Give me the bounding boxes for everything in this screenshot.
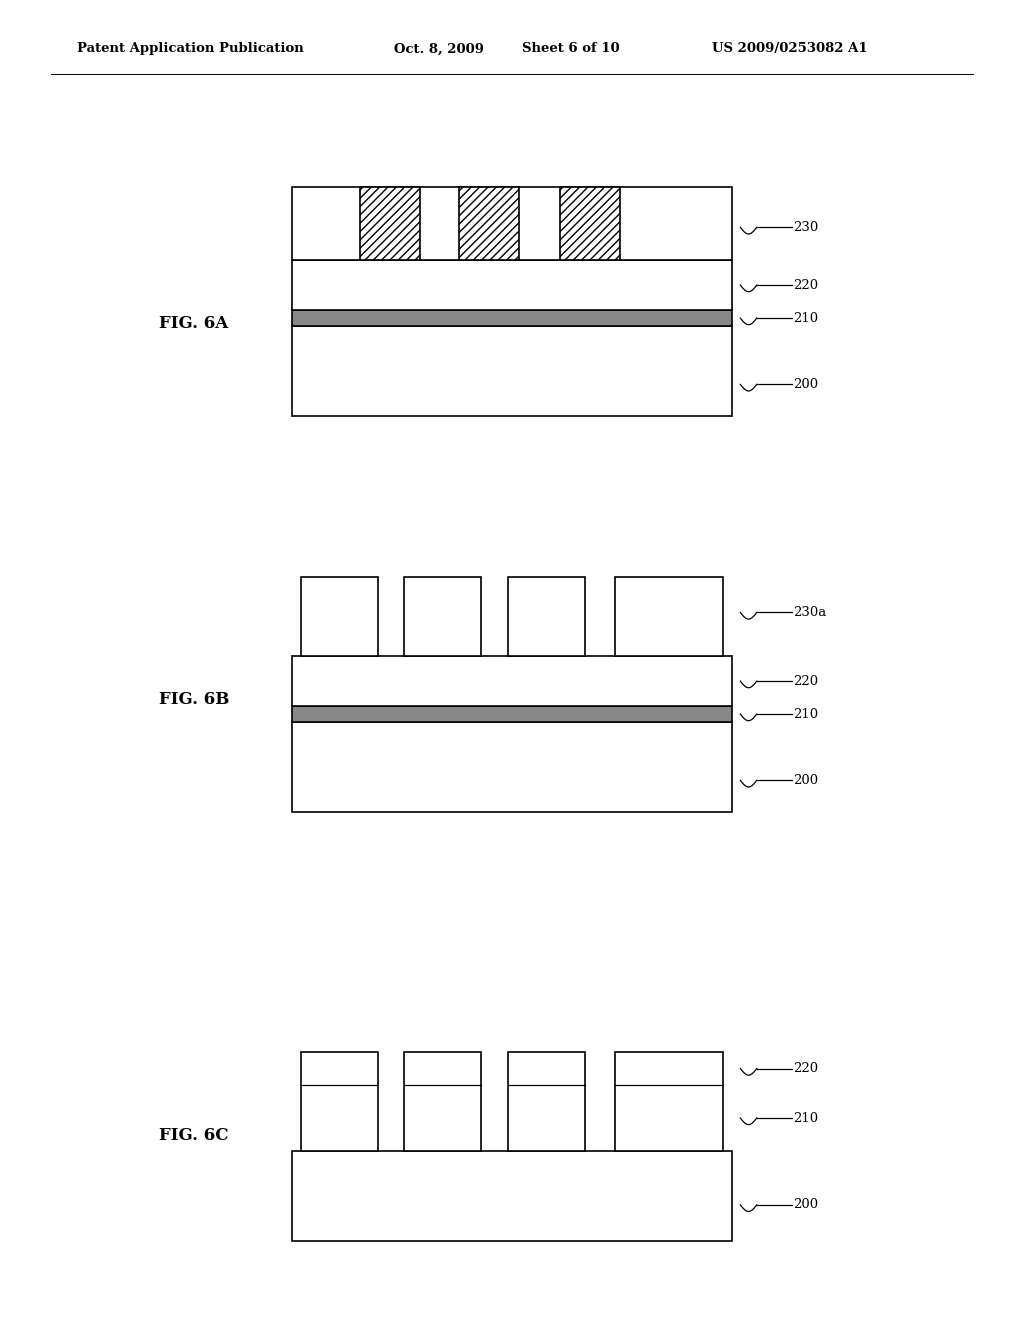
Text: Sheet 6 of 10: Sheet 6 of 10 [522, 42, 620, 55]
Text: 210: 210 [794, 708, 819, 721]
Bar [560, 187, 620, 260]
Text: 210: 210 [794, 312, 819, 325]
Bar [615, 1052, 723, 1151]
Bar [508, 1052, 585, 1151]
Text: 200: 200 [794, 1199, 819, 1212]
Text: 210: 210 [794, 1111, 819, 1125]
Bar [292, 326, 732, 416]
Text: FIG. 6B: FIG. 6B [159, 692, 229, 708]
Text: FIG. 6A: FIG. 6A [159, 315, 228, 331]
Bar [301, 577, 378, 656]
Text: 200: 200 [794, 378, 819, 391]
Bar [292, 656, 732, 706]
Bar [508, 577, 585, 656]
Bar [301, 1052, 378, 1151]
Bar [404, 1052, 481, 1151]
Text: 220: 220 [794, 279, 819, 292]
Bar [292, 260, 732, 310]
Text: 200: 200 [794, 774, 819, 787]
Bar [360, 187, 420, 260]
Bar [615, 577, 723, 656]
Bar [292, 722, 732, 812]
Text: 230a: 230a [794, 606, 826, 619]
Bar [459, 187, 518, 260]
Bar [292, 187, 732, 260]
Text: FIG. 6C: FIG. 6C [159, 1127, 228, 1143]
Text: Patent Application Publication: Patent Application Publication [77, 42, 303, 55]
Text: 220: 220 [794, 675, 819, 688]
Bar [292, 1151, 732, 1241]
Text: 230: 230 [794, 220, 819, 234]
Bar [292, 706, 732, 722]
Text: 220: 220 [794, 1063, 819, 1074]
Bar [404, 577, 481, 656]
Text: Oct. 8, 2009: Oct. 8, 2009 [394, 42, 484, 55]
Text: US 2009/0253082 A1: US 2009/0253082 A1 [712, 42, 867, 55]
Bar [292, 310, 732, 326]
